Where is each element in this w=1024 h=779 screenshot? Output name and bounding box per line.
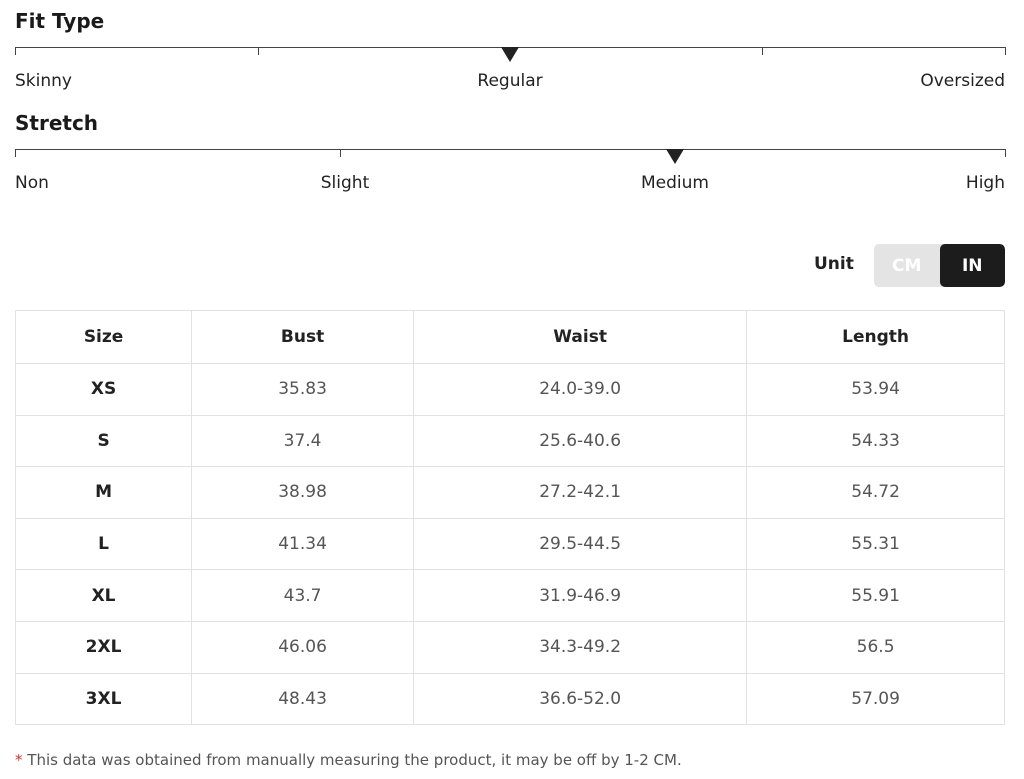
table-cell: 54.33 (746, 414, 1005, 468)
unit-option[interactable]: IN (939, 244, 1005, 287)
header-cell: Waist (413, 310, 748, 364)
footnote: * This data was obtained from manually m… (15, 751, 682, 769)
table-cell: 55.31 (746, 517, 1005, 571)
table-cell: 25.6-40.6 (413, 414, 748, 468)
table-row: 2XL 46.06 34.3-49.2 56.5 (14, 620, 1005, 674)
size-table: Size Bust Waist Length XS 35.83 24.0-39.0 53.94… (14, 310, 1005, 726)
table-cell: 27.2-42.1 (413, 466, 748, 519)
table-cell: S (14, 414, 193, 468)
table-cell: 56.5 (746, 620, 1005, 674)
scale-tick (15, 47, 16, 55)
unit-label: Unit (814, 254, 854, 274)
table-cell: 36.6-52.0 (413, 672, 748, 726)
header-row: Size Bust Waist Length (14, 310, 1005, 364)
scale-tick (762, 47, 764, 55)
scale-tick (257, 47, 259, 55)
scale-title: Stretch (15, 111, 99, 135)
scale-label: Medium (641, 173, 709, 193)
table-cell: 43.7 (191, 569, 415, 622)
scale-label: Slight (320, 173, 370, 193)
footnote-mark: * (15, 751, 23, 769)
scale-label: Skinny (15, 71, 72, 91)
table-row: L 41.34 29.5-44.5 55.31 (14, 517, 1005, 571)
table-cell: 55.91 (746, 569, 1005, 622)
table-row: 3XL 48.43 36.6-52.0 57.09 (14, 672, 1005, 726)
table-cell: M (14, 466, 193, 519)
table-cell: 53.94 (746, 363, 1005, 416)
scale-marker (666, 149, 684, 164)
header-cell: Size (14, 310, 193, 364)
table-cell: 48.43 (191, 672, 415, 726)
table-row: S 37.4 25.6-40.6 54.33 (14, 414, 1005, 468)
table-cell: 3XL (14, 672, 193, 726)
header-cell: Bust (191, 310, 415, 364)
table-cell: 24.0-39.0 (413, 363, 748, 416)
table-cell: XS (14, 363, 193, 416)
scale-marker (501, 47, 519, 62)
scale-label: High (965, 173, 1005, 193)
scale-title: Fit Type (15, 9, 105, 33)
table-cell: 57.09 (746, 672, 1005, 726)
scale-label: Non (15, 173, 49, 193)
table-cell: 41.34 (191, 517, 415, 571)
table-cell: 31.9-46.9 (413, 569, 748, 622)
footnote-text: This data was obtained from manually mea… (27, 751, 682, 769)
scale-tick (339, 149, 341, 157)
table-cell: 35.83 (191, 363, 415, 416)
header-cell: Length (746, 310, 1005, 364)
table-cell: 46.06 (191, 620, 415, 674)
table-row: XL 43.7 31.9-46.9 55.91 (14, 569, 1005, 622)
scale-tick (1005, 47, 1006, 55)
scale-line (15, 149, 1005, 150)
table-cell: 2XL (14, 620, 193, 674)
table-row: M 38.98 27.2-42.1 54.72 (14, 466, 1005, 519)
unit-toggle: CM IN (874, 244, 1005, 287)
table-cell: 37.4 (191, 414, 415, 468)
table-cell: XL (14, 569, 193, 622)
table-row: XS 35.83 24.0-39.0 53.94 (14, 363, 1005, 416)
scale-label: Regular (477, 71, 543, 91)
table-cell: 38.98 (191, 466, 415, 519)
table-cell: 34.3-49.2 (413, 620, 748, 674)
scale-label: Oversized (920, 71, 1005, 91)
table-cell: 54.72 (746, 466, 1005, 519)
table-cell: 29.5-44.5 (413, 517, 748, 571)
table-cell: L (14, 517, 193, 571)
scale-tick (15, 149, 16, 157)
scale-tick (1005, 149, 1006, 157)
unit-option[interactable]: CM (892, 255, 922, 276)
